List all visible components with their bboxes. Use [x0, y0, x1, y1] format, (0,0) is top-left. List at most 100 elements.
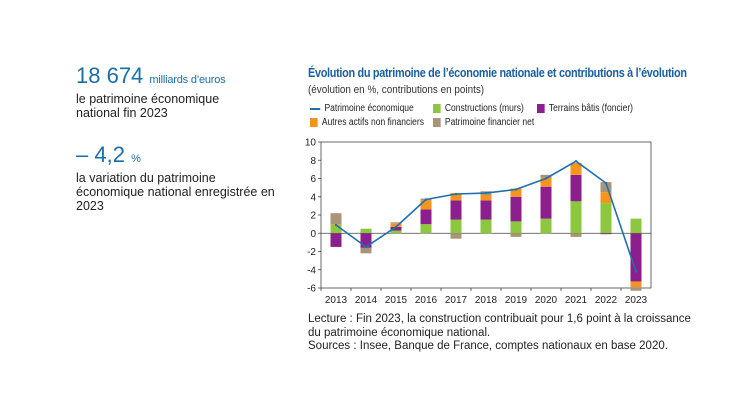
line-point — [364, 245, 368, 249]
kpi-patrimoine-unit: milliards d’euros — [149, 74, 226, 86]
bar-constructions — [510, 221, 522, 234]
bar-constructions — [360, 228, 372, 234]
legend-label-terrains: Terrains bâtis (foncier) — [548, 103, 633, 114]
bar-constructions — [570, 201, 582, 234]
bar-autres — [420, 200, 432, 210]
legend-item-terrains: Terrains bâtis (foncier) — [537, 103, 633, 114]
bar-terrains — [420, 209, 432, 225]
bar-terrains — [360, 233, 372, 248]
line-point — [544, 177, 548, 180]
bar-financier — [600, 182, 612, 193]
y-tick-label: 4 — [310, 192, 316, 203]
line-point — [454, 192, 458, 196]
legend-financier-swatch — [433, 118, 441, 127]
note-sources: Sources : Insee, Banque de France, compt… — [308, 340, 668, 352]
x-tick-label: 2015 — [385, 295, 408, 306]
line-point — [574, 159, 578, 163]
x-tick-label: 2014 — [355, 295, 378, 306]
bar-financier — [390, 222, 402, 224]
y-tick-label: 2 — [310, 211, 316, 222]
bar-financier — [330, 213, 342, 225]
bar-terrains — [600, 233, 612, 235]
bar-autres — [390, 223, 402, 227]
x-tick-label: 2019 — [505, 295, 528, 306]
bar-autres — [570, 162, 582, 175]
chart-notes: Lecture : Fin 2023, la construction cont… — [308, 313, 691, 354]
y-tick-label: -2 — [307, 247, 316, 258]
legend-label-constructions: Constructions (murs) — [444, 103, 524, 114]
chart-subtitle: (évolution en %, contributions en points… — [308, 84, 485, 96]
line-point — [514, 188, 518, 191]
note-lecture-2: du patrimoine économique national. — [308, 326, 491, 339]
kpi-variation-value: – 4,2 — [76, 142, 125, 167]
bar-terrains — [480, 200, 492, 220]
x-tick-label: 2023 — [625, 295, 648, 306]
bar-autres — [600, 192, 612, 204]
bar-terrains — [330, 233, 342, 247]
kpi-variation-value-line: – 4,2 % — [76, 143, 286, 171]
legend-item-line: Patrimoine économique — [310, 103, 414, 114]
y-tick-label: 6 — [310, 174, 316, 185]
legend-label-financier: Patrimoine financier net — [444, 117, 535, 128]
bar-terrains — [570, 174, 582, 202]
legend-constructions-swatch — [433, 104, 441, 113]
bar-terrains — [510, 196, 522, 222]
line-point — [424, 198, 428, 201]
kpi-patrimoine-value-line: 18 674 milliards d’euros — [76, 64, 266, 92]
x-tick-label: 2018 — [475, 295, 498, 306]
bar-autres — [510, 188, 522, 197]
bar-constructions — [480, 219, 492, 234]
bar-terrains — [450, 200, 462, 220]
y-tick-label: -4 — [307, 265, 316, 276]
bar-terrains — [540, 186, 552, 219]
line-point — [634, 270, 638, 273]
x-tick-label: 2022 — [595, 295, 618, 306]
bar-constructions — [540, 218, 552, 234]
bar-financier — [630, 287, 642, 291]
line-point — [484, 191, 488, 195]
y-tick-label: -6 — [307, 284, 316, 295]
x-tick-label: 2021 — [565, 295, 588, 306]
bar-terrains — [630, 233, 642, 282]
chart-title: Évolution du patrimoine de l’économie na… — [308, 66, 687, 80]
kpi-patrimoine-value: 18 674 — [76, 63, 144, 88]
legend-item-autres: Autres actifs non financiers — [310, 117, 424, 128]
y-tick-label: 0 — [310, 229, 316, 240]
legend-label-autres: Autres actifs non financiers — [321, 117, 424, 128]
bar-financier — [450, 233, 462, 239]
line-point — [334, 223, 338, 227]
kpi-variation-desc: la variation du patrimoine économique na… — [76, 171, 275, 213]
x-tick-label: 2017 — [445, 295, 468, 306]
bar-financier — [510, 233, 522, 237]
bar-constructions — [420, 224, 432, 234]
bar-constructions — [450, 219, 462, 234]
legend-terrains-swatch — [537, 104, 545, 113]
kpi-variation-unit: % — [131, 153, 141, 165]
kpi-variation: – 4,2 % la variation du patrimoine écono… — [76, 143, 286, 214]
bar-constructions — [390, 230, 402, 234]
bar-autres — [540, 177, 552, 187]
bar-autres — [450, 193, 462, 201]
bar-terrains — [390, 226, 402, 231]
y-tick-label: 10 — [305, 138, 317, 149]
x-tick-label: 2020 — [535, 295, 558, 306]
bar-financier — [570, 233, 582, 237]
bar-financier — [540, 174, 552, 178]
legend-item-financier: Patrimoine financier net — [433, 117, 534, 128]
bar-constructions — [330, 225, 342, 234]
y-tick-label: 8 — [310, 156, 316, 167]
line-point — [604, 181, 608, 185]
legend-label-line: Patrimoine économique — [324, 103, 414, 114]
bar-financier — [360, 247, 372, 254]
bar-autres — [630, 281, 642, 288]
legend-autres-swatch — [310, 118, 318, 127]
legend-line-swatch — [310, 107, 321, 110]
x-tick-label: 2016 — [415, 295, 438, 306]
kpi-patrimoine: 18 674 milliards d’euros le patrimoine é… — [76, 64, 266, 121]
line-point — [394, 225, 398, 229]
note-lecture: Lecture : Fin 2023, la construction cont… — [308, 313, 691, 325]
bar-constructions — [630, 218, 642, 234]
bar-constructions — [600, 203, 612, 234]
bar-autres — [480, 194, 492, 201]
